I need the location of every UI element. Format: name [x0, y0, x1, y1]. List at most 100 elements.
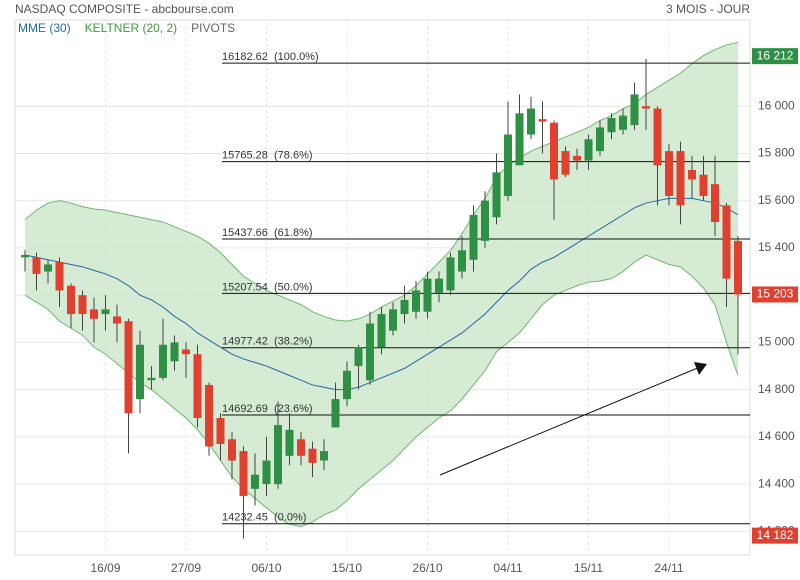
x-tick-label: 27/09	[171, 561, 201, 575]
pivot-label: 16182.62 (100.0%)	[222, 51, 319, 63]
candle-body	[711, 184, 719, 222]
candle-body	[228, 439, 236, 461]
candle-body	[67, 285, 75, 315]
candle-body	[78, 295, 87, 315]
candle-body	[147, 377, 156, 381]
y-tick-label: 15 600	[758, 193, 795, 207]
chart-title: NASDAQ COMPOSITE - abcbourse.com	[15, 2, 234, 16]
candle-body	[561, 151, 570, 175]
plot-frame	[14, 19, 751, 556]
pivot-label: 14692.69 (23.6%)	[222, 403, 313, 415]
candle-body	[274, 425, 282, 485]
candle-body	[722, 205, 731, 279]
candle-body	[182, 349, 190, 355]
candle-body	[354, 347, 363, 367]
pivot-label: 14977.42 (38.2%)	[222, 336, 313, 348]
price-label-box	[752, 48, 798, 65]
candle-body	[492, 172, 501, 218]
y-tick-label: 14 600	[758, 429, 795, 443]
y-tick-label: 15 800	[758, 146, 795, 160]
candle-body	[136, 344, 144, 400]
candle-body	[124, 321, 133, 414]
x-tick-label: 16/09	[90, 561, 120, 575]
y-tick-label: 14 400	[758, 476, 795, 490]
candle-body	[90, 309, 98, 319]
candle-body	[458, 250, 466, 272]
candle-body	[285, 429, 294, 456]
x-tick-label: 24/11	[654, 561, 683, 575]
candle-body	[262, 460, 271, 485]
x-tick-label: 15/10	[332, 561, 362, 575]
candle-body	[101, 309, 110, 315]
candle-body	[435, 278, 443, 293]
x-tick-label: 26/10	[412, 561, 442, 575]
candle-body	[584, 139, 593, 161]
candle-body	[630, 94, 639, 126]
candle-body	[320, 451, 328, 461]
candle-body	[642, 106, 650, 109]
candle-body	[446, 257, 455, 291]
candle-body	[44, 264, 52, 272]
candle-body	[688, 169, 696, 180]
candle-body	[619, 115, 627, 130]
trend-arrow	[439, 366, 701, 476]
legend-entry: KELTNER (20, 2)	[85, 21, 177, 35]
candle-body	[527, 108, 535, 135]
candle-body	[297, 439, 305, 456]
legend-entry: MME (30)	[18, 21, 71, 35]
price-label-box	[752, 527, 798, 544]
y-tick-label: 14 800	[758, 382, 795, 396]
candle-body	[366, 323, 374, 381]
pivot-label: 15207.54 (50.0%)	[222, 281, 313, 293]
candle-body	[205, 384, 213, 447]
candle-body	[55, 262, 64, 291]
candle-body	[481, 200, 489, 241]
candle-body	[573, 155, 581, 161]
candle-body	[343, 370, 351, 400]
price-label: 16 212	[757, 48, 794, 62]
candle-body	[469, 214, 478, 260]
candle-body	[423, 278, 432, 312]
y-tick-label: 16 000	[758, 98, 795, 112]
trend-arrowhead	[694, 362, 707, 375]
candle-body	[216, 418, 225, 444]
y-tick-label: 15 400	[758, 240, 795, 254]
candle-body	[239, 451, 248, 496]
candle-body	[676, 151, 685, 206]
price-label-box	[752, 286, 798, 303]
pivot-label: 15437.66 (61.8%)	[222, 227, 313, 239]
candle-body	[331, 399, 340, 428]
x-tick-label: 06/10	[251, 561, 281, 575]
candle-body	[251, 474, 259, 489]
candle-body	[734, 240, 742, 295]
candle-body	[538, 119, 547, 122]
candle-body	[400, 299, 409, 315]
candle-body	[170, 342, 179, 362]
legend-entry: PIVOTS	[191, 21, 235, 35]
chart-subtitle: 3 MOIS - JOUR	[666, 2, 750, 16]
candle-body	[699, 174, 708, 196]
pivot-label: 15765.28 (78.6%)	[222, 150, 313, 162]
candle-body	[159, 344, 167, 378]
candle-body	[596, 127, 604, 152]
price-label: 15 203	[757, 287, 794, 301]
pivot-label: 14232.45 (0.0%)	[222, 512, 306, 524]
price-label: 14 182	[757, 528, 794, 542]
mme-line	[24, 197, 739, 391]
candle-body	[412, 290, 420, 312]
candle-body	[504, 134, 512, 196]
candle-body	[653, 108, 662, 166]
candle-body	[515, 113, 524, 166]
candle-body	[389, 309, 397, 331]
x-tick-label: 04/11	[493, 561, 522, 575]
candle-body	[607, 118, 616, 133]
candle-body	[377, 314, 386, 348]
candle-body	[21, 255, 29, 258]
x-tick-label: 15/11	[574, 561, 603, 575]
candle-body	[193, 354, 202, 419]
candle-body	[113, 316, 121, 324]
y-tick-label: 15 000	[758, 335, 795, 349]
candle-body	[32, 257, 41, 274]
candle-body	[550, 122, 558, 180]
